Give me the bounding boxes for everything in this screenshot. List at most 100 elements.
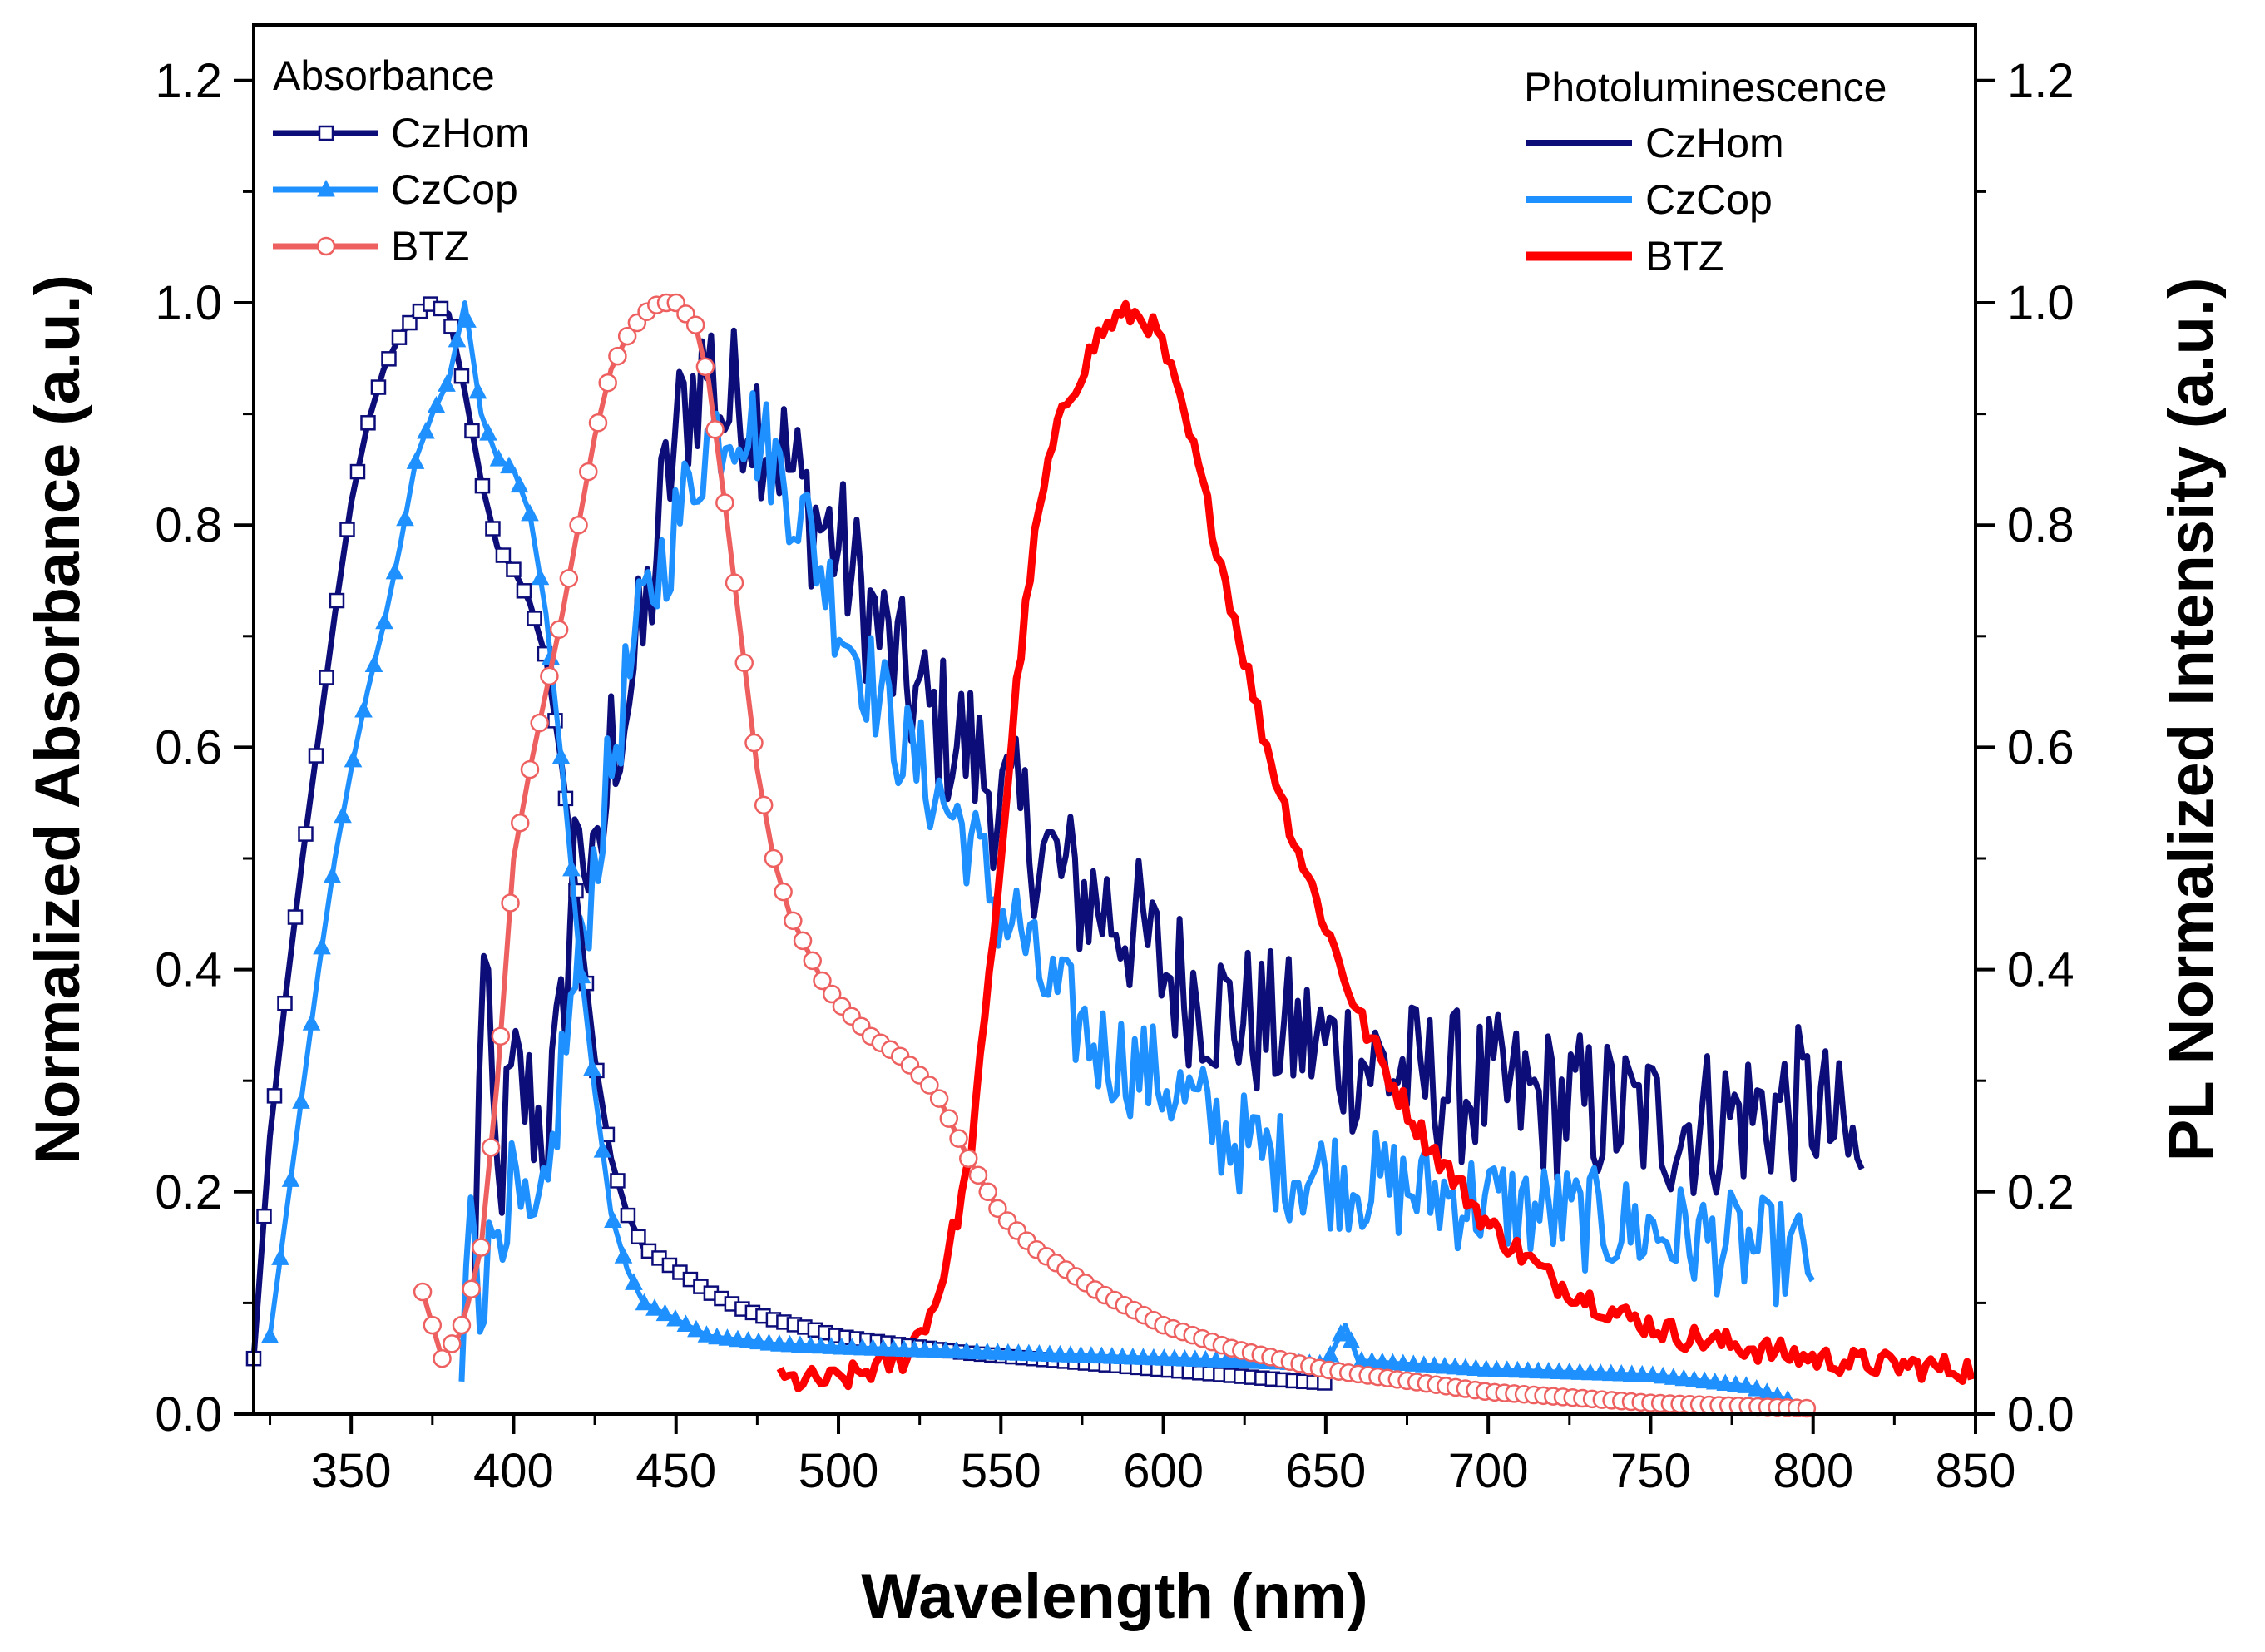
data-point-czcop xyxy=(1726,1374,1745,1392)
series-pl-btz xyxy=(776,299,1976,1392)
data-point-btz xyxy=(579,462,598,482)
legend-absorbance: Absorbance CzHom CzCop BTZ xyxy=(273,52,530,270)
data-point-czhom xyxy=(287,909,304,925)
data-point-btz xyxy=(822,984,842,1004)
data-point-czhom xyxy=(506,561,522,577)
data-point-czcop xyxy=(1695,1371,1714,1389)
data-point-czhom xyxy=(474,477,491,494)
x-axis-title: Wavelength (nm) xyxy=(861,1561,1367,1632)
y-right-tick-label: 0.8 xyxy=(2007,498,2075,552)
data-point-czcop xyxy=(739,1331,758,1348)
legend-label: CzCop xyxy=(1645,176,1773,223)
data-point-czcop xyxy=(655,1303,675,1322)
data-point-btz xyxy=(433,1348,452,1368)
data-point-czcop xyxy=(364,655,383,673)
series-pl-czcop xyxy=(458,390,1815,1382)
x-tick-label: 700 xyxy=(1448,1444,1529,1498)
data-point-btz xyxy=(511,813,530,833)
data-point-btz xyxy=(559,569,579,588)
data-point-czcop xyxy=(645,1298,664,1316)
y-left-tick-label: 1.0 xyxy=(155,276,222,330)
data-point-czcop xyxy=(562,858,581,877)
x-tick-label: 650 xyxy=(1285,1444,1366,1498)
data-point-czcop xyxy=(1342,1331,1361,1348)
data-point-czcop xyxy=(551,747,571,764)
data-point-czcop xyxy=(323,866,342,883)
abs-markers-btz xyxy=(413,293,1817,1418)
data-point-czhom xyxy=(277,995,293,1011)
legend-label: BTZ xyxy=(391,223,469,270)
y-right-tick-label: 1.2 xyxy=(2007,54,2075,108)
data-point-btz xyxy=(774,882,793,902)
data-point-czcop xyxy=(292,1091,310,1109)
x-tick-label: 750 xyxy=(1610,1444,1691,1498)
data-point-czhom xyxy=(381,351,397,367)
data-point-czcop xyxy=(718,1328,737,1346)
legend-pl-items: CzHom CzCop BTZ xyxy=(1526,120,1784,279)
data-point-czcop xyxy=(396,508,414,527)
data-point-czhom xyxy=(298,826,314,842)
data-point-czhom xyxy=(495,547,512,563)
data-point-czhom xyxy=(516,583,532,599)
series-absorbance-czhom xyxy=(245,296,1333,1391)
data-point-czcop xyxy=(687,1319,705,1338)
data-point-czhom xyxy=(339,522,355,537)
data-point-btz xyxy=(462,1279,481,1298)
data-point-btz xyxy=(939,1109,959,1128)
x-tick-label: 850 xyxy=(1936,1444,2016,1498)
data-point-czhom xyxy=(453,368,470,384)
data-point-btz xyxy=(685,315,705,334)
series-absorbance-czcop xyxy=(260,300,1798,1407)
x-tick-label: 550 xyxy=(961,1444,1041,1498)
data-point-czcop xyxy=(448,329,467,348)
legend-absorbance-items: CzHom CzCop BTZ xyxy=(273,110,530,270)
data-point-czcop xyxy=(1716,1373,1735,1391)
y-left-tick-label: 0.6 xyxy=(155,720,222,774)
data-point-czcop xyxy=(749,1332,768,1350)
data-point-btz xyxy=(813,971,832,991)
data-point-czhom xyxy=(391,329,408,345)
legend-label: BTZ xyxy=(1645,233,1723,279)
data-point-czcop xyxy=(614,1246,633,1264)
data-point-czhom xyxy=(319,670,334,685)
legend-absorbance-item-czhom: CzHom xyxy=(273,110,530,156)
y-right-tick-label: 0.0 xyxy=(2007,1387,2075,1442)
data-point-czcop xyxy=(500,456,518,474)
data-point-btz xyxy=(423,1315,443,1335)
series-layer xyxy=(245,293,1976,1418)
y-left-tick-label: 0.4 xyxy=(155,943,222,997)
abs-markers-czcop xyxy=(260,310,1798,1407)
data-point-czcop xyxy=(260,1326,279,1343)
data-point-btz xyxy=(598,373,617,393)
data-point-btz xyxy=(784,911,803,931)
legend-marker xyxy=(317,179,335,197)
data-point-czhom xyxy=(443,319,459,334)
data-point-btz xyxy=(725,573,744,592)
data-point-btz xyxy=(520,759,540,779)
legend-label: CzHom xyxy=(391,110,530,156)
y-left-tick-label: 1.2 xyxy=(155,54,222,108)
data-point-czcop xyxy=(1654,1366,1673,1384)
y-right-axis-title: PL Normalized Intensity (a.u.) xyxy=(2156,278,2227,1162)
data-point-czhom xyxy=(308,748,324,764)
y-right-tick-label: 0.4 xyxy=(2007,943,2075,997)
data-point-czcop xyxy=(313,937,331,955)
data-point-czcop xyxy=(375,611,393,630)
data-point-czcop xyxy=(676,1314,695,1332)
data-point-btz xyxy=(540,666,559,686)
legend-absorbance-title: Absorbance xyxy=(273,52,495,99)
data-point-czcop xyxy=(417,421,435,439)
data-point-czcop xyxy=(271,1248,289,1265)
y-right-tick-label: 0.6 xyxy=(2007,720,2075,774)
data-point-btz xyxy=(949,1129,968,1148)
y-left-tick-label: 0.0 xyxy=(155,1387,222,1442)
data-point-czcop xyxy=(458,310,477,328)
data-point-czcop xyxy=(1684,1370,1704,1387)
data-point-czcop xyxy=(438,374,456,392)
data-point-btz xyxy=(501,893,520,913)
data-point-czcop xyxy=(334,805,352,824)
data-point-czcop xyxy=(521,503,539,522)
data-point-czcop xyxy=(572,966,591,984)
data-point-czcop xyxy=(583,1058,601,1076)
